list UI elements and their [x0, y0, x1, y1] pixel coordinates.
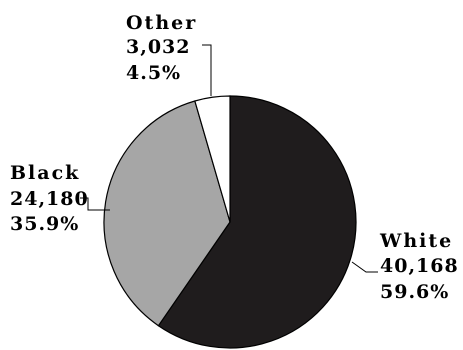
label-white-percent: 59.6%: [380, 281, 449, 303]
label-black-name: Black: [10, 162, 80, 184]
pie-slices: [103, 95, 357, 349]
label-black-value: 24,180: [10, 188, 89, 210]
leader-line-white: [351, 261, 378, 273]
label-black-percent: 35.9%: [10, 213, 79, 235]
label-other-name: Other: [126, 12, 197, 34]
label-other-percent: 4.5%: [126, 62, 181, 84]
leader-line-other: [202, 44, 212, 96]
leader-line-black: [80, 197, 110, 211]
label-white-value: 40,168: [380, 255, 459, 277]
label-other-value: 3,032: [126, 36, 191, 58]
label-white-name: White: [379, 230, 453, 252]
pie-slice-other: [194, 95, 231, 223]
pie-slice-white: [157, 95, 357, 349]
pie-slice-black: [103, 100, 231, 327]
